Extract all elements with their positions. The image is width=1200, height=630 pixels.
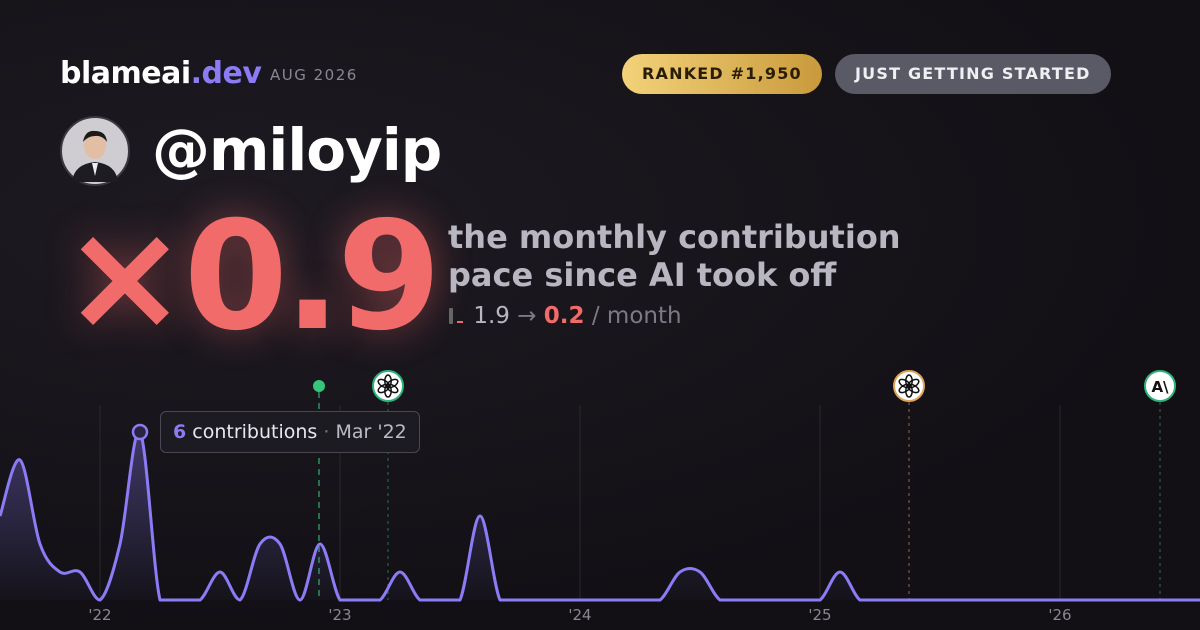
pace-icon bbox=[449, 308, 463, 324]
x-tick-label: '22 bbox=[88, 606, 111, 624]
line bbox=[0, 430, 1200, 602]
pace-unit: / month bbox=[591, 303, 682, 329]
brand-name: blameai bbox=[60, 56, 191, 91]
tooltip-label: contributions bbox=[192, 421, 318, 443]
tooltip-date: Mar '22 bbox=[335, 421, 407, 443]
x-tick-label: '25 bbox=[808, 606, 831, 624]
tooltip-separator: · bbox=[323, 421, 330, 443]
pace-arrow: → bbox=[517, 303, 537, 329]
area bbox=[0, 431, 1200, 600]
event-dot bbox=[313, 380, 325, 392]
handle: @miloyip bbox=[152, 116, 442, 184]
brand-tld: .dev bbox=[190, 56, 262, 91]
avatar bbox=[60, 116, 130, 186]
event-icon bbox=[372, 370, 404, 402]
event-icon-petal bbox=[377, 378, 390, 389]
x-tick-label: '26 bbox=[1048, 606, 1071, 624]
event-icon-label: A\ bbox=[1151, 378, 1169, 396]
tagline: the monthly contribution bbox=[448, 218, 901, 256]
event-icon bbox=[1144, 370, 1176, 402]
period: AUG 2026 bbox=[270, 66, 358, 84]
x-tick-label: '24 bbox=[568, 606, 591, 624]
event-icon-petal bbox=[898, 378, 911, 389]
x-tick-label: '23 bbox=[328, 606, 351, 624]
pace-before: 1.9 bbox=[473, 303, 510, 329]
highlight-point bbox=[131, 423, 149, 441]
tagline: pace since AI took off bbox=[448, 256, 837, 294]
tooltip-value: 6 bbox=[173, 421, 187, 443]
rank-badge: RANKED #1,950 bbox=[622, 54, 822, 94]
multiplier: ×0.9 bbox=[62, 190, 441, 364]
event-icon bbox=[893, 370, 925, 402]
tooltip: 6 contributions · Mar '22 bbox=[160, 411, 420, 453]
status-badge: JUST GETTING STARTED bbox=[835, 54, 1111, 94]
pace-after: 0.2 bbox=[543, 303, 585, 329]
pace: 1.9 → 0.2 / month bbox=[448, 303, 682, 329]
brand: blameai.dev bbox=[60, 56, 262, 91]
